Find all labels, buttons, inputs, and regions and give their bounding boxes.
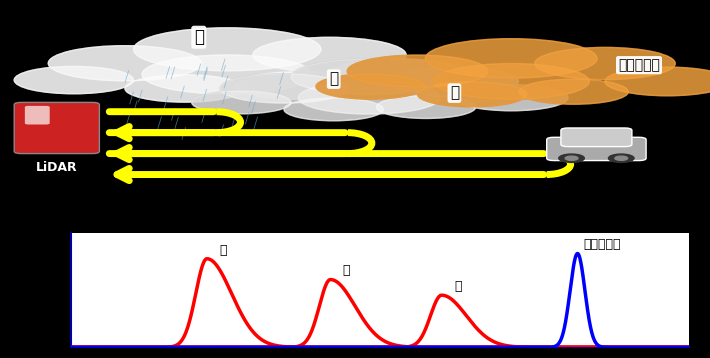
Ellipse shape bbox=[253, 37, 406, 73]
Ellipse shape bbox=[535, 47, 675, 79]
Ellipse shape bbox=[298, 82, 440, 114]
Ellipse shape bbox=[605, 67, 710, 96]
FancyBboxPatch shape bbox=[25, 106, 50, 125]
Text: 煙: 煙 bbox=[450, 86, 459, 101]
Ellipse shape bbox=[48, 46, 202, 81]
Ellipse shape bbox=[417, 82, 527, 107]
Ellipse shape bbox=[329, 59, 466, 90]
Text: ターゲット: ターゲット bbox=[618, 58, 660, 72]
Ellipse shape bbox=[14, 66, 133, 94]
Ellipse shape bbox=[192, 91, 291, 114]
Ellipse shape bbox=[48, 46, 202, 81]
Ellipse shape bbox=[125, 75, 244, 102]
Ellipse shape bbox=[535, 47, 675, 79]
FancyBboxPatch shape bbox=[547, 137, 646, 160]
Text: 霧: 霧 bbox=[329, 72, 338, 87]
Circle shape bbox=[608, 154, 634, 163]
Ellipse shape bbox=[417, 82, 527, 107]
Ellipse shape bbox=[425, 39, 597, 78]
Ellipse shape bbox=[133, 28, 321, 71]
Ellipse shape bbox=[316, 74, 425, 99]
FancyBboxPatch shape bbox=[14, 102, 99, 154]
Ellipse shape bbox=[519, 79, 628, 104]
Circle shape bbox=[559, 154, 584, 163]
Ellipse shape bbox=[347, 55, 488, 87]
Ellipse shape bbox=[298, 82, 440, 114]
Circle shape bbox=[615, 156, 628, 160]
Ellipse shape bbox=[253, 37, 406, 73]
Ellipse shape bbox=[142, 55, 312, 94]
Ellipse shape bbox=[519, 79, 628, 104]
Ellipse shape bbox=[454, 85, 568, 111]
Ellipse shape bbox=[433, 63, 589, 100]
Ellipse shape bbox=[142, 55, 312, 94]
Ellipse shape bbox=[236, 72, 355, 99]
Circle shape bbox=[565, 156, 578, 160]
Ellipse shape bbox=[220, 74, 348, 103]
Ellipse shape bbox=[376, 96, 476, 118]
Ellipse shape bbox=[125, 75, 244, 102]
Ellipse shape bbox=[284, 98, 383, 121]
Ellipse shape bbox=[376, 96, 476, 118]
Ellipse shape bbox=[291, 59, 447, 95]
Text: 時間: 時間 bbox=[682, 355, 695, 358]
Ellipse shape bbox=[425, 39, 597, 78]
Ellipse shape bbox=[316, 74, 425, 99]
Ellipse shape bbox=[454, 85, 568, 111]
Ellipse shape bbox=[133, 28, 321, 71]
Text: ターゲット: ターゲット bbox=[584, 238, 621, 251]
Text: 雨: 雨 bbox=[219, 244, 226, 257]
Ellipse shape bbox=[236, 72, 355, 99]
Ellipse shape bbox=[391, 67, 518, 96]
Text: LiDAR: LiDAR bbox=[36, 160, 77, 174]
Ellipse shape bbox=[329, 59, 466, 90]
Ellipse shape bbox=[220, 74, 348, 103]
Ellipse shape bbox=[347, 55, 488, 87]
Text: 煙: 煙 bbox=[454, 280, 462, 293]
Ellipse shape bbox=[14, 66, 133, 94]
Text: 光強度: 光強度 bbox=[43, 230, 62, 240]
Ellipse shape bbox=[433, 63, 589, 100]
Ellipse shape bbox=[192, 91, 291, 114]
Ellipse shape bbox=[605, 67, 710, 96]
Text: 雨: 雨 bbox=[194, 28, 204, 46]
Ellipse shape bbox=[284, 98, 383, 121]
Ellipse shape bbox=[291, 59, 447, 95]
Text: 霧: 霧 bbox=[343, 265, 350, 277]
FancyBboxPatch shape bbox=[561, 128, 632, 147]
Ellipse shape bbox=[391, 67, 518, 96]
